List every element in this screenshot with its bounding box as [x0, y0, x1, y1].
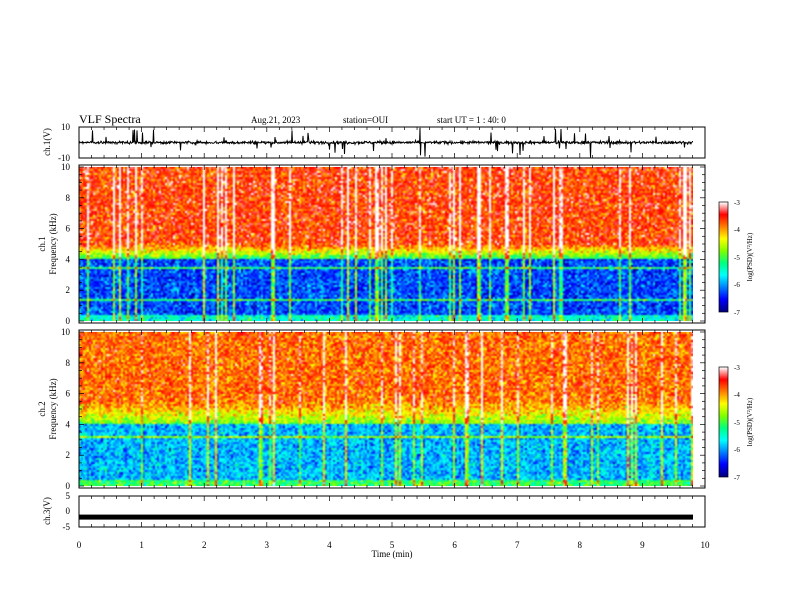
ch3-waveform-ylabel: ch.3(V)	[42, 497, 52, 525]
ch1-spectrogram-panel: ch.1 Frequency (kHz) -3 -4 -5 -6 -7 log(…	[37, 164, 754, 324]
x-tick-label: 8	[578, 540, 583, 550]
x-tick-label: 10	[701, 540, 711, 550]
y-tick-label: 10	[61, 162, 71, 172]
ch2-spectrogram-ylabel-channel: ch.2	[37, 401, 47, 416]
axis-ticks	[78, 127, 706, 527]
ch2-colorbar-tick-m6: -6	[734, 446, 740, 454]
ch1-colorbar-tick-m7: -7	[734, 309, 740, 317]
x-tick-label: 1	[139, 540, 144, 550]
x-tick-labels: 0 1 2 3 4 5 6 7 8 9 10	[77, 540, 710, 550]
ch1-colorbar: -3 -4 -5 -6 -7 log(PSD)(V²/Hz)	[718, 199, 754, 317]
ch1-colorbar-label: log(PSD)(V²/Hz)	[746, 232, 754, 281]
date-label: Aug.21, 2023	[251, 115, 301, 125]
start-ut-label: start UT = 1 : 40: 0	[437, 115, 506, 125]
y-tick-label: 4	[66, 419, 71, 429]
station-label: station=OUI	[343, 115, 388, 125]
ch2-spectrogram-image	[79, 332, 693, 486]
ch2-colorbar-label: log(PSD)(V²/Hz)	[746, 397, 754, 446]
ch3-waveform-ytick-mid: 0	[66, 506, 71, 516]
y-tick-label: 8	[66, 358, 71, 368]
figure-title: VLF Spectra	[79, 112, 141, 126]
y-tick-label: 6	[66, 224, 71, 234]
y-tick-label: 8	[66, 193, 71, 203]
ch3-waveform-trace	[79, 514, 693, 520]
x-tick-label: 9	[640, 540, 645, 550]
ch1-waveform-ytick-top: 10	[61, 122, 71, 132]
ch2-colorbar-tick-m3: -3	[734, 364, 740, 372]
ch1-colorbar-tick-m3: -3	[734, 199, 740, 207]
ch1-spectrogram-ytick-labels: 0 2 4 6 8 10	[61, 162, 705, 326]
y-tick-label: 4	[66, 254, 71, 264]
x-axis-label: Time (min)	[372, 549, 413, 559]
ch1-waveform-ytick-bottom: -10	[58, 153, 70, 163]
ch1-colorbar-tick-m6: -6	[734, 281, 740, 289]
ch1-waveform-trace	[78, 127, 693, 158]
ch2-colorbar-tick-m5: -5	[734, 419, 740, 427]
ch3-waveform-ytick-bottom: -5	[63, 522, 71, 532]
ch2-colorbar: -3 -4 -5 -6 -7 log(PSD)(V²/Hz)	[718, 364, 754, 482]
ch2-colorbar-image	[719, 367, 728, 477]
y-tick-label: 2	[66, 450, 71, 460]
ch1-colorbar-tick-m5: -5	[734, 254, 740, 262]
y-tick-label: 2	[66, 285, 71, 295]
x-tick-label: 7	[515, 540, 520, 550]
ch1-colorbar-image	[719, 202, 728, 312]
ch1-spectrogram-image	[79, 167, 693, 321]
ch3-waveform-ytick-top: 5	[66, 491, 71, 501]
ch1-colorbar-tick-m4: -4	[734, 226, 740, 234]
ch2-spectrogram-panel: ch.2 Frequency (kHz) -3 -4 -5 -6 -7 log(…	[37, 329, 754, 489]
x-tick-label: 5	[390, 540, 395, 550]
x-tick-label: 4	[327, 540, 332, 550]
ch2-spectrogram-ytick-labels: 0 2 4 6 8 10	[61, 327, 705, 491]
x-tick-label: 3	[265, 540, 270, 550]
y-tick-label: 6	[66, 389, 71, 399]
ch1-waveform-ylabel: ch.1(V)	[42, 128, 52, 156]
x-tick-label: 2	[202, 540, 207, 550]
ch2-spectrogram-ylabel-freq: Frequency (kHz)	[48, 378, 58, 439]
ch1-spectrogram-ylabel-freq: Frequency (kHz)	[48, 213, 58, 274]
ch1-spectrogram-ylabel-channel: ch.1	[37, 236, 47, 251]
y-tick-label: 10	[61, 327, 71, 337]
ch2-colorbar-tick-m7: -7	[734, 474, 740, 482]
x-tick-label: 0	[77, 540, 82, 550]
ch2-colorbar-tick-m4: -4	[734, 391, 740, 399]
y-tick-label: 0	[66, 316, 71, 326]
x-tick-label: 6	[452, 540, 457, 550]
y-tick-label: 0	[66, 481, 71, 491]
